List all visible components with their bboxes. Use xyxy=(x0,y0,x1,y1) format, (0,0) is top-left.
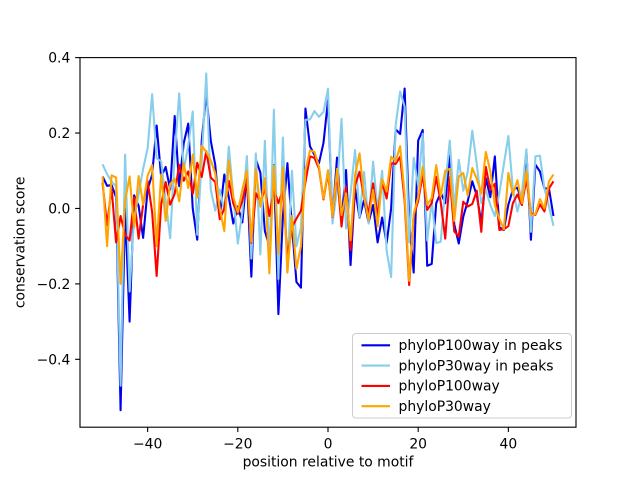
legend-label: phyloP100way in peaks xyxy=(399,338,563,354)
x-tick-label: 0 xyxy=(324,436,333,452)
y-tick-label: 0.2 xyxy=(48,126,70,142)
series-line-phylop30way xyxy=(101,144,555,285)
y-tick-label: −0.2 xyxy=(37,277,71,293)
legend-box xyxy=(352,333,572,419)
x-axis-label: position relative to motif xyxy=(243,455,415,471)
series-line-phylop30way-in-peaks xyxy=(101,72,555,387)
legend-label: phyloP30way in peaks xyxy=(399,358,554,374)
y-tick-label: −0.4 xyxy=(37,352,71,368)
x-tick-label: 40 xyxy=(500,436,518,452)
y-tick-label: 0.0 xyxy=(48,201,70,217)
x-tick-label: −20 xyxy=(223,436,252,452)
x-tick-label: 20 xyxy=(409,436,427,452)
legend-label: phyloP100way xyxy=(399,379,500,395)
legend-label: phyloP30way xyxy=(399,399,491,415)
y-axis-label: conservation score xyxy=(13,177,29,309)
y-tick-label: 0.4 xyxy=(48,51,70,67)
x-tick-label: −40 xyxy=(133,436,162,452)
